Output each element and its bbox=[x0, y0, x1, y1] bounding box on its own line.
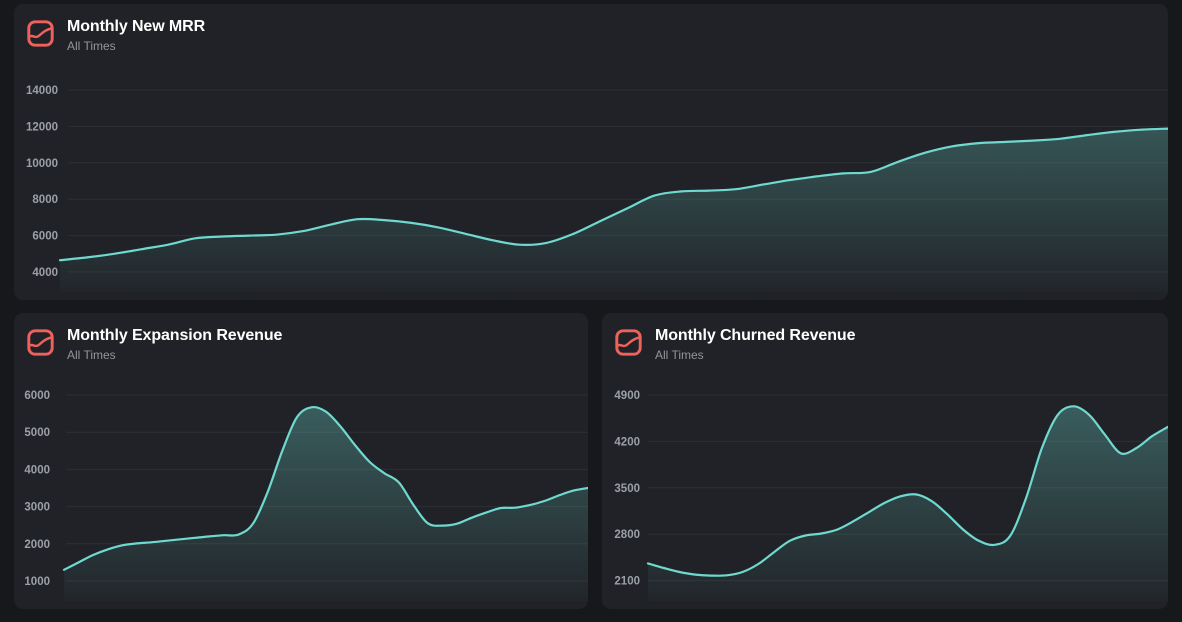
svg-text:6000: 6000 bbox=[24, 390, 50, 402]
chart-subtitle: All Times bbox=[67, 39, 116, 53]
expansion-chart-card: Monthly Expansion Revenue All Times 6000… bbox=[14, 313, 588, 609]
area-chart-icon bbox=[27, 20, 54, 47]
mrr-card-header: Monthly New MRR All Times bbox=[27, 17, 205, 53]
svg-text:4900: 4900 bbox=[614, 390, 640, 402]
chart-title: Monthly Expansion Revenue bbox=[67, 327, 283, 344]
svg-text:2100: 2100 bbox=[614, 576, 640, 588]
svg-text:2800: 2800 bbox=[614, 529, 640, 541]
svg-text:8000: 8000 bbox=[32, 194, 58, 206]
svg-text:1000: 1000 bbox=[24, 576, 50, 588]
svg-text:3000: 3000 bbox=[24, 502, 50, 514]
svg-text:4000: 4000 bbox=[24, 464, 50, 476]
svg-text:3500: 3500 bbox=[614, 483, 640, 495]
svg-text:5000: 5000 bbox=[24, 427, 50, 439]
svg-text:10000: 10000 bbox=[26, 158, 58, 170]
area-chart-icon bbox=[615, 329, 642, 356]
svg-text:6000: 6000 bbox=[32, 231, 58, 243]
expansion-chart-canvas[interactable]: 6000 5000 4000 3000 2000 1000 bbox=[14, 313, 588, 609]
chart-title: Monthly Churned Revenue bbox=[655, 327, 856, 344]
svg-text:4000: 4000 bbox=[32, 267, 58, 279]
svg-text:2000: 2000 bbox=[24, 539, 50, 551]
area-chart-icon bbox=[27, 329, 54, 356]
churn-chart-card: Monthly Churned Revenue All Times 4900 42… bbox=[602, 313, 1168, 609]
chart-subtitle: All Times bbox=[67, 348, 116, 362]
svg-text:12000: 12000 bbox=[26, 121, 58, 133]
chart-subtitle: All Times bbox=[655, 348, 704, 362]
chart-title: Monthly New MRR bbox=[67, 18, 206, 35]
mrr-chart-canvas[interactable]: 14000 12000 10000 8000 6000 4000 bbox=[14, 4, 1168, 300]
svg-text:14000: 14000 bbox=[26, 85, 58, 97]
churn-chart-canvas[interactable]: 4900 4200 3500 2800 2100 bbox=[602, 313, 1168, 609]
svg-text:4200: 4200 bbox=[614, 436, 640, 448]
expansion-card-header: Monthly Expansion Revenue All Times bbox=[27, 326, 282, 362]
churn-card-header: Monthly Churned Revenue All Times bbox=[615, 326, 855, 362]
mrr-chart-card: Monthly New MRR All Times 14000 12000 1000… bbox=[14, 4, 1168, 300]
